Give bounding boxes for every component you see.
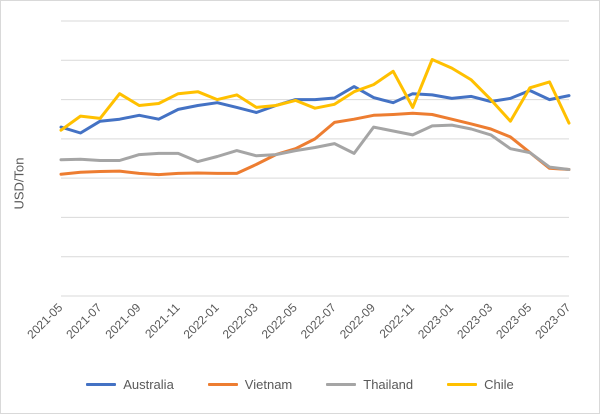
series-lines (59, 58, 571, 177)
y-axis-label: USD/Ton (11, 157, 27, 210)
series-line-thailand (59, 123, 571, 171)
x-tick-label: 2022-01 (181, 300, 222, 341)
x-tick-label: 2023-05 (493, 300, 534, 341)
x-tick-label: 2022-05 (259, 300, 300, 341)
legend-swatch (447, 383, 478, 386)
x-tick-label: 2022-03 (220, 300, 261, 341)
legend-item-thailand: Thailand (326, 377, 413, 392)
legend-label: Chile (484, 377, 514, 392)
x-tick-label: 2021-05 (24, 300, 65, 341)
x-tick-label: 2021-09 (102, 300, 143, 341)
x-tick-label: 2022-07 (298, 300, 339, 341)
x-tick-label: 2021-11 (142, 300, 183, 341)
gridlines (61, 20, 569, 297)
legend-item-chile: Chile (447, 377, 514, 392)
legend-swatch (86, 383, 117, 386)
x-tick-label: 2022-11 (377, 300, 418, 341)
x-tick-label: 2022-09 (337, 300, 378, 341)
series-line-vietnam (59, 111, 571, 177)
x-tick-label: 2023-01 (415, 300, 456, 341)
legend-swatch (326, 383, 357, 386)
legend-item-australia: Australia (86, 377, 174, 392)
legend-label: Thailand (363, 377, 414, 392)
legend: Australia Vietnam Thailand Chile (1, 377, 599, 392)
series-line-chile (59, 58, 571, 132)
x-tick-label: 2023-07 (532, 300, 573, 341)
series-line-australia (59, 85, 571, 135)
x-tick-label: 2023-03 (454, 300, 495, 341)
legend-swatch (207, 383, 238, 386)
x-axis-tick-labels: 2021-052021-072021-092021-112022-012022-… (24, 300, 573, 341)
legend-label: Australia (123, 377, 174, 392)
x-tick-label: 2021-07 (63, 300, 104, 341)
legend-item-vietnam: Vietnam (207, 377, 293, 392)
legend-label: Vietnam (244, 377, 293, 392)
